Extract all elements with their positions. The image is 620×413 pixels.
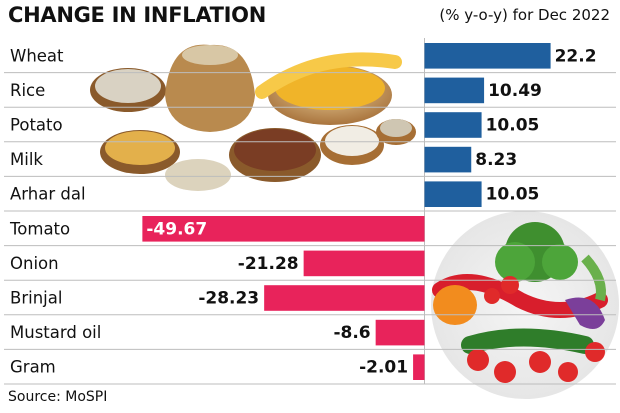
category-label: Onion: [10, 254, 59, 273]
category-label: Potato: [10, 116, 63, 135]
bar-brinjal: [264, 285, 425, 311]
value-label: -21.28: [238, 254, 299, 274]
bar-tomato: [142, 216, 425, 242]
category-label: Brinjal: [10, 289, 62, 308]
category-label: Tomato: [9, 219, 70, 238]
value-label: -28.23: [198, 289, 259, 309]
value-label: -49.67: [146, 219, 207, 239]
category-label: Rice: [10, 81, 45, 100]
chart-subtitle: (% y-o-y) for Dec 2022: [439, 6, 610, 24]
value-label: -2.01: [359, 358, 408, 378]
value-label: -8.6: [333, 323, 370, 343]
bar-rice: [424, 77, 485, 104]
value-label: 22.2: [555, 46, 597, 66]
bar-potato: [424, 112, 482, 138]
value-label: 10.49: [488, 81, 542, 101]
bar-milk: [424, 146, 472, 173]
bar-arhar-dal: [424, 181, 482, 207]
category-label: Milk: [10, 150, 43, 169]
category-label: Mustard oil: [10, 323, 101, 342]
bar-wheat: [424, 43, 551, 69]
value-label: 10.05: [486, 185, 540, 205]
category-label: Gram: [10, 358, 56, 377]
bars: [142, 43, 551, 380]
category-labels: Wheat Rice Potato Milk Arhar dal Tomato Onion B…: [9, 46, 101, 376]
bar-mustard-oil: [375, 319, 425, 346]
value-label: 10.05: [486, 116, 540, 136]
bar-gram: [413, 354, 425, 380]
bar-onion: [303, 250, 425, 277]
value-label: 8.23: [475, 150, 517, 170]
source-note: Source: MoSPI: [8, 389, 108, 405]
category-label: Wheat: [10, 46, 64, 65]
vegetables-illustration: [431, 211, 619, 399]
chart-title: CHANGE IN INFLATION: [8, 3, 267, 27]
grains-illustration: [90, 44, 416, 191]
row-separators: [4, 72, 616, 385]
value-labels: 22.2 10.49 10.05 8.23 10.05 -49.67 -21.28 -28.2…: [146, 46, 596, 377]
category-label: Arhar dal: [10, 185, 86, 204]
